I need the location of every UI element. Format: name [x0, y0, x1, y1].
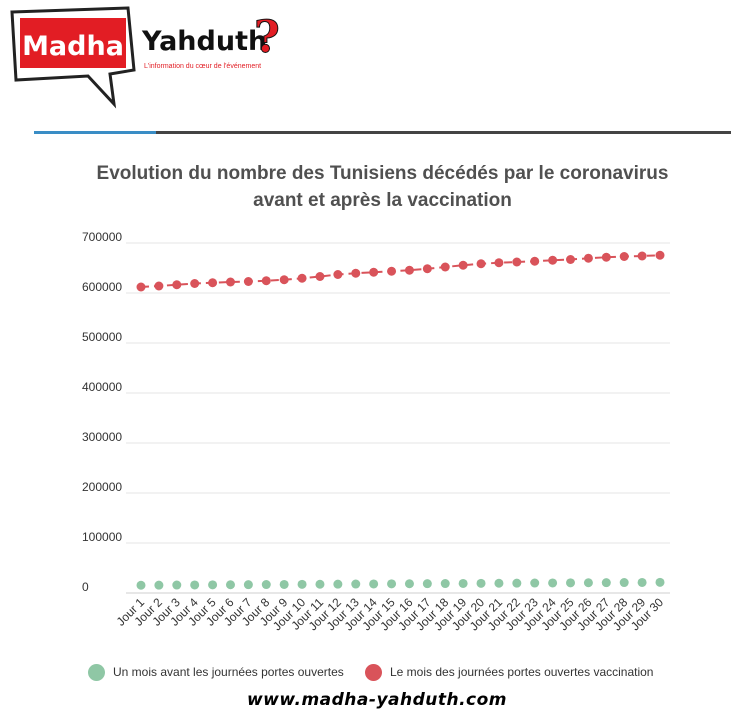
line-chart: 0 100000 200000 300000 400000 500000 600000 700…	[82, 230, 670, 633]
data-point-series-0	[655, 577, 665, 587]
logo-red-box	[20, 18, 126, 68]
data-point-series-0	[530, 578, 540, 588]
data-point-series-1	[566, 255, 576, 264]
data-point-series-1	[440, 262, 450, 272]
data-point-series-0	[208, 580, 218, 590]
data-point-series-1	[369, 267, 379, 277]
data-point-series-1	[458, 260, 468, 270]
chart-title-line-2: avant et après la vaccination	[253, 190, 512, 211]
legend-label-before: Un mois avant les journées portes ouvert…	[113, 665, 344, 679]
y-tick-label: 400000	[82, 380, 122, 394]
data-point-series-1	[279, 275, 289, 285]
footer-url: www.madha-yahduth.com	[246, 690, 508, 710]
data-point-series-1	[136, 282, 146, 292]
data-point-series-0	[351, 579, 361, 589]
series-line-1	[140, 254, 661, 288]
data-point-series-0	[279, 579, 289, 589]
data-point-series-0	[422, 579, 432, 589]
data-point-series-0	[261, 580, 271, 590]
data-point-series-1	[351, 268, 361, 278]
data-point-series-1	[315, 272, 325, 281]
data-point-series-0	[315, 579, 325, 589]
y-tick-label: 600000	[82, 280, 122, 294]
data-point-series-1	[154, 281, 164, 291]
data-point-series-0	[387, 579, 397, 589]
y-tick-label: 300000	[82, 430, 122, 444]
data-point-series-0	[190, 580, 200, 590]
header-rule-accent	[34, 131, 156, 134]
data-point-series-0	[136, 580, 146, 590]
data-point-series-1	[637, 251, 647, 261]
data-point-series-1	[530, 256, 540, 266]
data-point-series-0	[637, 577, 647, 587]
data-point-series-1	[190, 279, 200, 288]
data-point-series-1	[619, 252, 629, 261]
y-tick-label: 100000	[82, 530, 122, 544]
madha-yahduth-logo: Madha Yahduth ? L'information du cœur de…	[10, 6, 280, 109]
legend-item-before: Un mois avant les journées portes ouvert…	[88, 662, 344, 682]
logo-question-mark: ?	[254, 12, 280, 63]
header-rule	[156, 131, 731, 134]
data-point-series-1	[601, 252, 611, 262]
data-point-series-1	[548, 255, 558, 265]
data-point-series-1	[261, 276, 271, 286]
legend-swatch-before	[88, 663, 105, 681]
data-point-series-0	[583, 578, 593, 588]
legend-swatch-during	[365, 663, 382, 681]
data-point-series-0	[243, 580, 253, 590]
logo-word-madha: Madha	[22, 31, 124, 62]
logo-word-yahduth: Yahduth	[141, 26, 267, 57]
y-tick-label: 500000	[82, 330, 122, 344]
data-point-series-1	[172, 280, 182, 290]
data-point-series-1	[208, 278, 218, 288]
data-point-series-0	[172, 580, 182, 590]
data-point-series-0	[619, 578, 629, 588]
y-tick-label: 200000	[82, 480, 122, 494]
data-point-series-1	[422, 264, 432, 274]
data-point-series-1	[494, 258, 504, 268]
data-point-series-0	[476, 578, 486, 588]
y-tick-label: 700000	[82, 230, 122, 244]
data-point-series-0	[154, 580, 164, 590]
data-point-series-1	[387, 266, 397, 276]
data-point-series-0	[369, 579, 379, 589]
logo-tagline: L'information du cœur de l'événement	[144, 63, 261, 70]
data-point-series-1	[476, 259, 486, 269]
data-point-series-0	[601, 578, 611, 588]
data-point-series-1	[512, 257, 522, 267]
data-point-series-1	[225, 277, 235, 287]
data-point-series-1	[297, 273, 307, 283]
y-tick-label: 0	[82, 580, 89, 594]
data-point-series-0	[494, 578, 504, 588]
data-point-series-0	[333, 579, 343, 589]
chart-title: Evolution du nombre des Tunisiens décédé…	[34, 160, 731, 214]
data-point-series-1	[333, 270, 343, 279]
chart-title-line-1: Evolution du nombre des Tunisiens décédé…	[96, 163, 669, 184]
data-point-series-0	[404, 579, 414, 589]
data-point-series-1	[655, 250, 665, 260]
data-point-series-0	[458, 578, 468, 588]
data-point-series-0	[297, 579, 307, 589]
data-point-series-1	[404, 265, 414, 275]
legend-label-during: Le mois des journées portes ouvertes vac…	[390, 665, 654, 679]
data-point-series-0	[440, 579, 450, 589]
data-point-series-0	[548, 578, 558, 588]
data-point-series-0	[225, 580, 235, 590]
legend-item-during: Le mois des journées portes ouvertes vac…	[365, 662, 653, 682]
data-point-series-0	[512, 578, 522, 588]
data-point-series-0	[566, 578, 576, 588]
data-point-series-1	[583, 253, 593, 263]
data-point-series-1	[243, 277, 253, 286]
